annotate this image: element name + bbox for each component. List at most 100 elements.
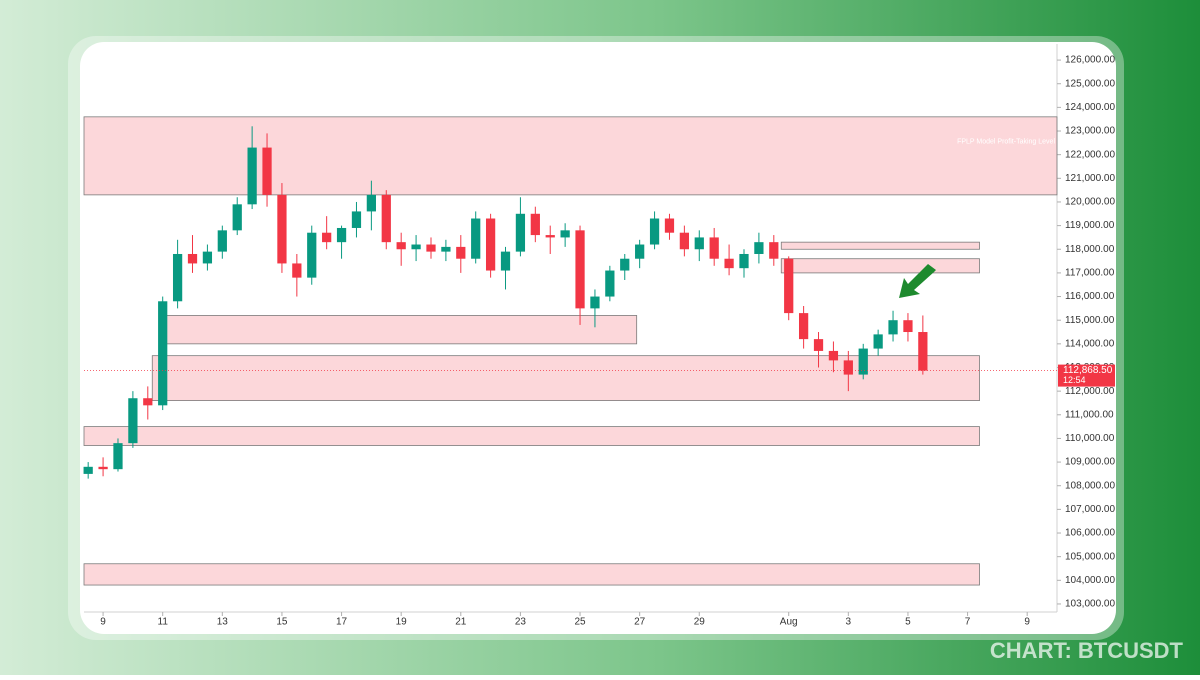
candle-body (366, 194, 376, 212)
candle-body (828, 350, 839, 361)
candle-body (918, 332, 928, 371)
y-tick-label: 119,000.00 (1065, 220, 1115, 231)
price-tag-label: 112,868.50 (1063, 365, 1113, 376)
candle-body (113, 443, 123, 470)
candle-body (411, 244, 421, 250)
y-tick-label: 126,000.00 (1065, 55, 1115, 66)
y-tick-label: 120,000.00 (1065, 197, 1115, 208)
candle-body (441, 246, 451, 252)
y-tick-label: 110,000.00 (1065, 433, 1115, 444)
candle-body (98, 466, 108, 470)
x-tick-label: 15 (276, 617, 288, 628)
x-tick-label: 17 (336, 617, 348, 628)
candle-body (798, 313, 809, 340)
zone (159, 315, 638, 345)
candle-body (813, 339, 824, 351)
x-tick-label: 23 (515, 617, 527, 628)
x-tick-label: 13 (217, 617, 229, 628)
candle-body (515, 213, 526, 252)
candle-body (575, 230, 585, 309)
x-tick-label: 29 (694, 617, 706, 628)
x-tick-label: 11 (158, 617, 169, 628)
x-tick-label: 5 (905, 617, 911, 628)
zone (151, 355, 980, 401)
y-tick-label: 123,000.00 (1065, 126, 1115, 137)
x-tick-label: Aug (780, 617, 798, 628)
candle-body (426, 244, 436, 252)
watermark: CHART: BTCUSDT (990, 638, 1184, 663)
zone (83, 426, 980, 446)
x-tick-label: 19 (396, 617, 408, 628)
y-tick-label: 108,000.00 (1065, 480, 1115, 491)
candle-body (649, 218, 660, 245)
zone (780, 258, 980, 274)
candle-body (679, 232, 689, 250)
y-tick-label: 118,000.00 (1065, 244, 1115, 255)
candle-body (247, 147, 257, 205)
candle-body (530, 213, 540, 236)
candle-body (336, 227, 347, 243)
plot-area: 103,000.00 104,000.00 105,000.00 106,000.00… (83, 55, 1115, 628)
candle-body (456, 246, 466, 259)
candle-body (292, 263, 302, 278)
candle-body (307, 232, 317, 278)
zone-label: FPLP Model Profit-Taking Level (957, 139, 1055, 146)
y-tick-label: 117,000.00 (1065, 268, 1115, 279)
candle-body (635, 244, 645, 259)
candle-body (888, 320, 898, 335)
card (80, 42, 1116, 634)
y-tick-label: 112,000.00 (1065, 386, 1115, 397)
candle-body (754, 242, 764, 254)
x-tick-label: 3 (846, 617, 852, 628)
candle-body (739, 253, 749, 269)
candle-body (143, 398, 153, 406)
y-tick-label: 109,000.00 (1065, 457, 1115, 468)
candle-body (873, 334, 883, 349)
zone (780, 241, 980, 250)
zone (83, 563, 980, 586)
candle-body (187, 253, 198, 264)
candle-body (664, 218, 675, 233)
y-tick-label: 115,000.00 (1065, 315, 1115, 326)
candle-body (471, 218, 481, 259)
candle-body (158, 301, 168, 406)
y-tick-label: 121,000.00 (1065, 173, 1115, 184)
x-tick-label: 9 (100, 617, 106, 628)
candle-body (709, 237, 719, 259)
y-tick-label: 111,000.00 (1065, 409, 1114, 420)
candle-body (590, 296, 600, 309)
candle-body (217, 230, 227, 252)
y-tick-label: 107,000.00 (1065, 504, 1115, 515)
y-tick-label: 125,000.00 (1065, 78, 1115, 89)
price-tag-timer: 12:54 (1063, 375, 1086, 385)
candle-body (769, 242, 779, 259)
candle-body (277, 194, 287, 264)
y-tick-label: 105,000.00 (1065, 551, 1115, 562)
x-tick-label: 21 (455, 617, 467, 628)
candle-body (858, 348, 868, 375)
candle-body (843, 360, 853, 375)
candle-body (128, 398, 138, 444)
candle-body (620, 258, 630, 271)
candle-body (500, 251, 511, 271)
price-tag (1058, 364, 1115, 387)
candle-body (724, 258, 734, 269)
y-tick-label: 114,000.00 (1065, 338, 1115, 349)
candle-body (485, 218, 496, 271)
candle-body (784, 258, 794, 314)
candle-body (351, 211, 362, 228)
candle-body (83, 466, 93, 474)
candle-body (202, 251, 213, 264)
candle-body (694, 237, 704, 250)
x-tick-label: 9 (1024, 617, 1030, 628)
candle-body (322, 232, 332, 243)
candle-body (262, 147, 272, 195)
x-tick-label: 7 (965, 617, 971, 628)
candle-body (605, 270, 615, 297)
x-tick-label: 27 (634, 617, 646, 628)
y-tick-label: 104,000.00 (1065, 575, 1115, 586)
x-tick-label: 25 (574, 617, 586, 628)
y-tick-label: 122,000.00 (1065, 149, 1115, 160)
y-tick-label: 124,000.00 (1065, 102, 1115, 113)
